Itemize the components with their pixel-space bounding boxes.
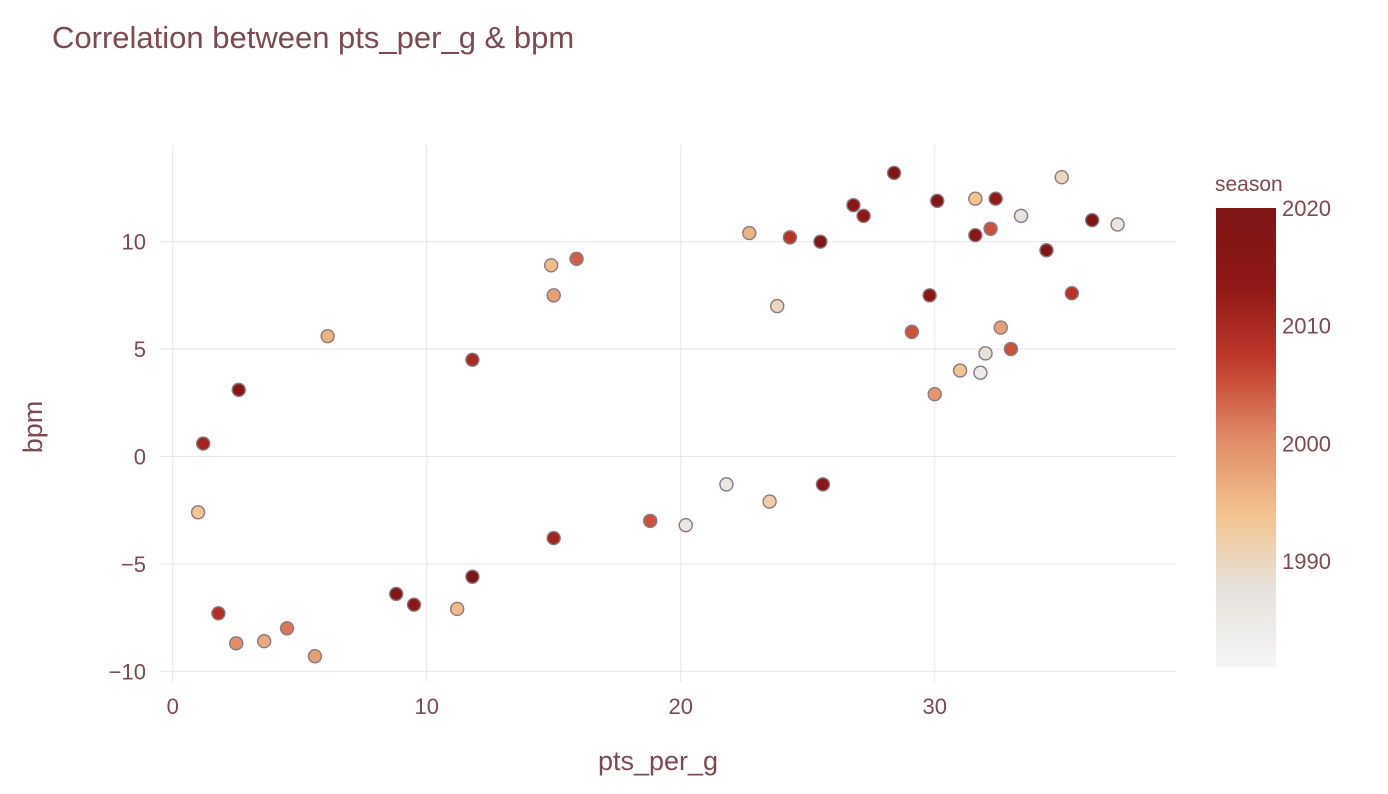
y-tick-label: −10 — [109, 659, 146, 684]
colorbar-tick-label: 2010 — [1282, 314, 1331, 339]
scatter-point — [256, 633, 272, 649]
scatter-point — [1003, 341, 1019, 357]
y-tick-label: 10 — [122, 230, 146, 255]
scatter-point — [927, 386, 942, 402]
x-axis-title: pts_per_g — [598, 746, 718, 776]
scatter-point — [307, 649, 323, 664]
scatter-point — [968, 191, 983, 206]
colorbar-ticks: 1990 2000 2010 2020 — [1282, 196, 1331, 574]
scatter-point — [546, 530, 561, 546]
colorbar-tick-label: 2020 — [1282, 196, 1331, 221]
x-tick-label: 10 — [414, 694, 438, 719]
scatter-point — [569, 251, 584, 267]
colorbar-tick-label: 2000 — [1282, 431, 1331, 456]
scatter-point — [231, 382, 246, 398]
scatter-point — [952, 363, 968, 378]
scatter-point — [678, 517, 693, 533]
x-tick-label: 0 — [167, 694, 179, 719]
y-axis: −10 −5 0 5 10 — [109, 230, 146, 685]
scatter-point — [922, 288, 937, 303]
scatter-point — [643, 513, 658, 529]
scatter-point — [813, 234, 828, 249]
scatter-point — [856, 208, 871, 224]
y-tick-label: 0 — [134, 444, 146, 469]
colorbar-gradient — [1216, 208, 1276, 667]
scatter-point — [546, 288, 561, 303]
x-axis: 0 10 20 30 — [167, 694, 947, 719]
scatter-point — [1084, 212, 1100, 228]
scatter-point — [195, 436, 211, 451]
scatter-point — [762, 494, 777, 509]
scatter-point — [211, 606, 226, 621]
colorbar-tick-label: 1990 — [1282, 549, 1331, 574]
scatter-point — [973, 365, 988, 380]
colorbar: season 1990 2000 2010 2020 — [1215, 173, 1331, 667]
scatter-point — [228, 636, 244, 651]
scatter-point — [770, 298, 785, 314]
scatter-point — [930, 193, 945, 209]
scatter-point — [449, 601, 465, 617]
scatter-point — [904, 324, 920, 340]
scatter-point — [190, 505, 206, 520]
scatter-point — [993, 320, 1008, 335]
scatter-point — [465, 569, 480, 584]
scatter-point — [1054, 170, 1069, 185]
x-tick-label: 20 — [668, 694, 692, 719]
scatter-point — [406, 597, 422, 612]
y-tick-label: 5 — [134, 337, 146, 362]
grid-lines — [160, 145, 1176, 682]
scatter-point — [465, 352, 480, 367]
scatter-point — [782, 230, 798, 245]
scatter-point — [742, 225, 757, 241]
scatter-point — [886, 165, 902, 181]
scatter-point — [1110, 217, 1125, 232]
data-points — [190, 165, 1125, 664]
scatter-point — [846, 197, 861, 213]
scatter-point — [1013, 208, 1029, 224]
chart-title: Correlation between pts_per_g & bpm — [52, 20, 574, 55]
scatter-point — [988, 191, 1003, 206]
scatter-point — [543, 258, 559, 273]
scatter-point — [279, 621, 295, 636]
scatter-point — [719, 477, 734, 492]
scatter-point — [968, 228, 983, 243]
y-tick-label: −5 — [121, 552, 146, 577]
scatter-point — [389, 586, 404, 602]
scatter-point — [1064, 286, 1080, 301]
scatter-point — [815, 477, 831, 492]
y-axis-title: bpm — [18, 401, 48, 454]
scatter-point — [1039, 243, 1054, 258]
colorbar-title: season — [1215, 173, 1283, 196]
scatter-point — [978, 346, 993, 361]
scatter-point — [983, 221, 998, 236]
x-tick-label: 30 — [922, 694, 946, 719]
scatter-point — [320, 328, 335, 344]
